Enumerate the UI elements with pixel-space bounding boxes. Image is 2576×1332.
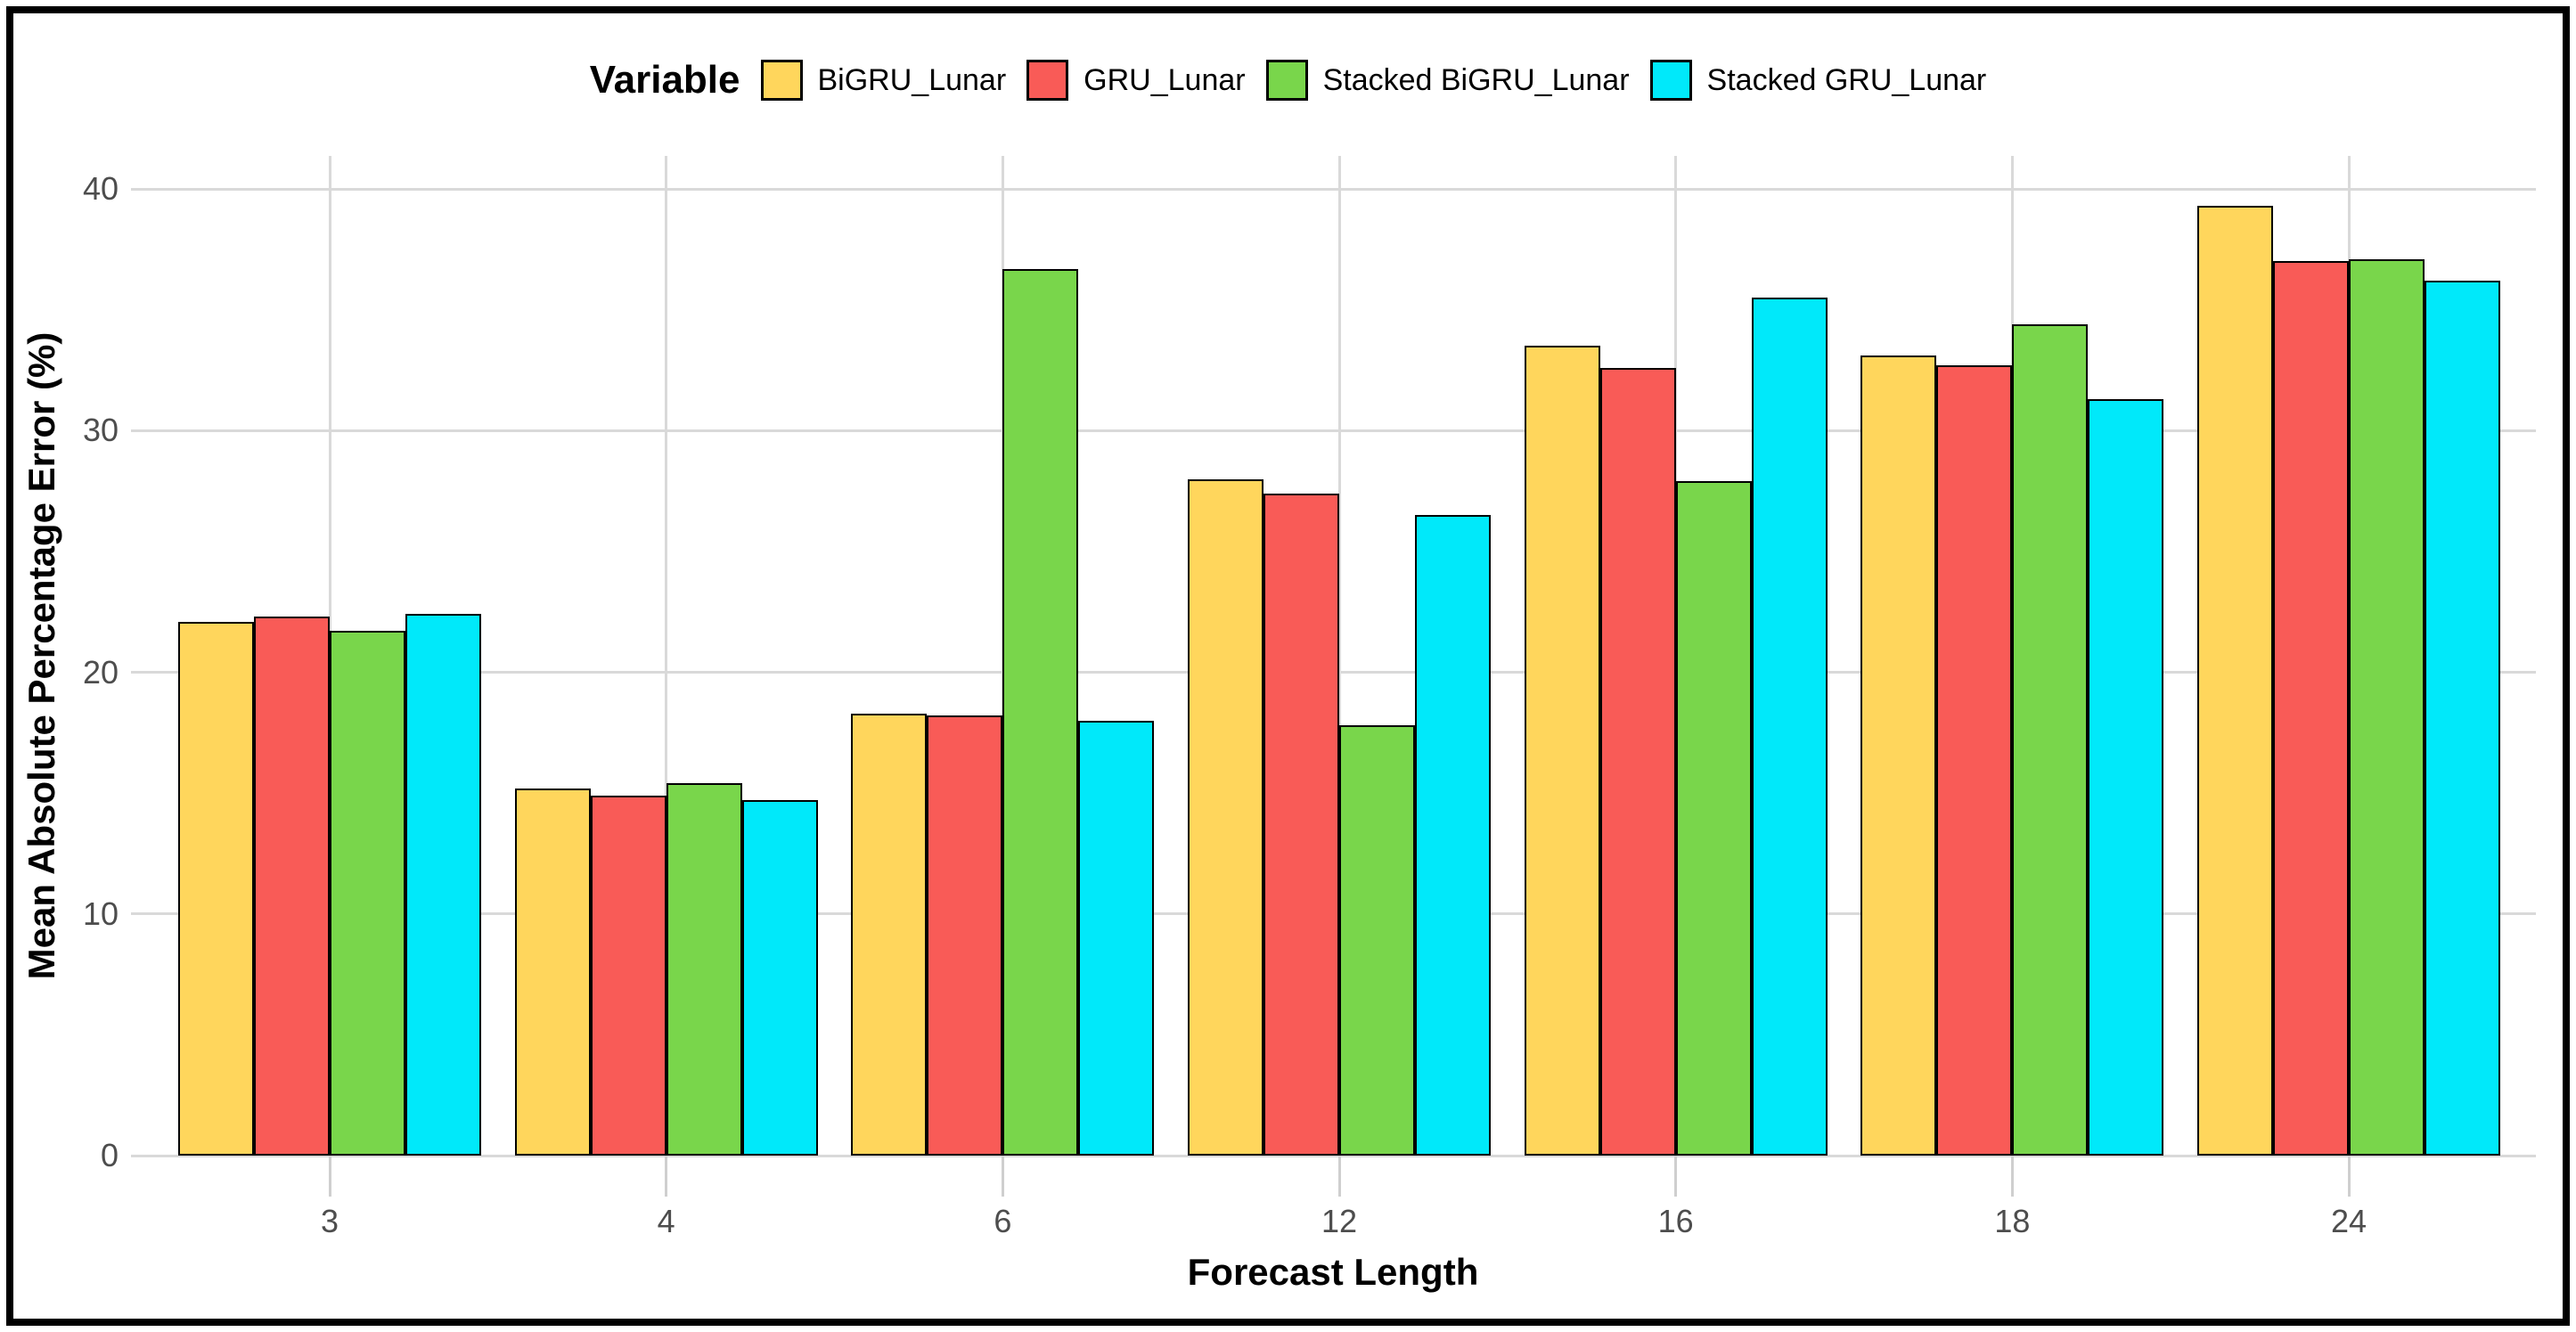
bar-stacked-bigru-lunar-18	[2012, 323, 2089, 1156]
legend-swatch-stacked-bigru-lunar	[1265, 60, 1308, 101]
legend-label: GRU_Lunar	[1084, 62, 1246, 97]
y-tick-label: 40	[82, 170, 119, 207]
bar-stacked-gru-lunar-12	[1415, 515, 1491, 1156]
legend-item-gru-lunar: GRU_Lunar	[1026, 60, 1246, 101]
bar-bigru-lunar-6	[851, 713, 928, 1156]
legend-item-stacked-bigru-lunar: Stacked BiGRU_Lunar	[1265, 60, 1630, 101]
bar-stacked-gru-lunar-3	[405, 614, 481, 1156]
bar-gru-lunar-24	[2273, 261, 2350, 1156]
bar-gru-lunar-12	[1263, 493, 1339, 1156]
legend-swatch-stacked-gru-lunar	[1649, 60, 1692, 101]
x-axis-tick	[665, 1156, 668, 1197]
bar-bigru-lunar-16	[1524, 346, 1600, 1156]
bar-stacked-bigru-lunar-16	[1675, 481, 1752, 1156]
x-tick-label: 16	[1657, 1203, 1694, 1239]
x-tick-label: 4	[657, 1203, 675, 1239]
x-tick-label: 6	[994, 1203, 1012, 1239]
h-gridline	[131, 429, 2536, 432]
x-axis-tick	[1674, 1156, 1678, 1197]
x-axis-tick	[1001, 1156, 1004, 1197]
bar-bigru-lunar-24	[2197, 205, 2274, 1156]
bar-stacked-gru-lunar-4	[741, 800, 818, 1156]
bar-gru-lunar-3	[254, 617, 330, 1156]
bar-stacked-bigru-lunar-3	[330, 631, 405, 1156]
bar-stacked-bigru-lunar-6	[1002, 268, 1079, 1156]
bar-stacked-gru-lunar-24	[2425, 281, 2501, 1156]
bar-bigru-lunar-18	[1860, 355, 1937, 1156]
x-axis-tick	[2347, 1156, 2351, 1197]
legend-label: BiGRU_Lunar	[817, 62, 1007, 97]
bar-gru-lunar-18	[1936, 365, 2013, 1156]
y-tick-label: 10	[82, 895, 119, 932]
v-gridline	[1337, 156, 1341, 1156]
bar-bigru-lunar-4	[514, 788, 591, 1156]
h-gridline	[131, 1154, 2536, 1157]
bar-stacked-bigru-lunar-12	[1339, 725, 1415, 1156]
legend-label: Stacked BiGRU_Lunar	[1322, 62, 1630, 97]
legend: Variable BiGRU_Lunar GRU_Lunar Stacked B…	[0, 46, 2576, 114]
x-tick-label: 3	[320, 1203, 339, 1239]
legend-label: Stacked GRU_Lunar	[1706, 62, 1987, 97]
bar-bigru-lunar-12	[1188, 478, 1263, 1156]
bar-bigru-lunar-3	[178, 621, 254, 1156]
x-tick-label: 24	[2330, 1203, 2367, 1239]
legend-title: Variable	[589, 58, 740, 102]
v-gridline	[665, 156, 668, 1156]
bar-stacked-gru-lunar-16	[1751, 298, 1828, 1156]
legend-swatch-bigru-lunar	[760, 60, 803, 101]
legend-item-stacked-gru-lunar: Stacked GRU_Lunar	[1649, 60, 1987, 101]
bar-gru-lunar-4	[590, 795, 666, 1156]
y-tick-label: 30	[82, 412, 119, 449]
y-tick-label: 0	[100, 1137, 119, 1173]
bar-stacked-bigru-lunar-24	[2349, 258, 2425, 1156]
x-axis-tick	[328, 1156, 331, 1197]
y-tick-label: 20	[82, 653, 119, 691]
x-axis-title: Forecast Length	[1187, 1251, 1479, 1293]
y-axis-title: Mean Absolute Percentage Error (%)	[20, 331, 62, 980]
bar-gru-lunar-16	[1599, 367, 1676, 1156]
x-tick-label: 18	[1994, 1203, 2031, 1239]
bar-stacked-gru-lunar-6	[1078, 720, 1155, 1156]
bar-gru-lunar-6	[927, 715, 1003, 1156]
legend-item-bigru-lunar: BiGRU_Lunar	[760, 60, 1007, 101]
legend-swatch-gru-lunar	[1026, 60, 1069, 101]
x-axis-tick	[1337, 1156, 1341, 1197]
x-axis-tick	[2010, 1156, 2014, 1197]
x-tick-label: 12	[1321, 1203, 1358, 1239]
bar-stacked-bigru-lunar-4	[666, 783, 742, 1156]
bar-stacked-gru-lunar-18	[2088, 398, 2164, 1156]
h-gridline	[131, 187, 2536, 191]
